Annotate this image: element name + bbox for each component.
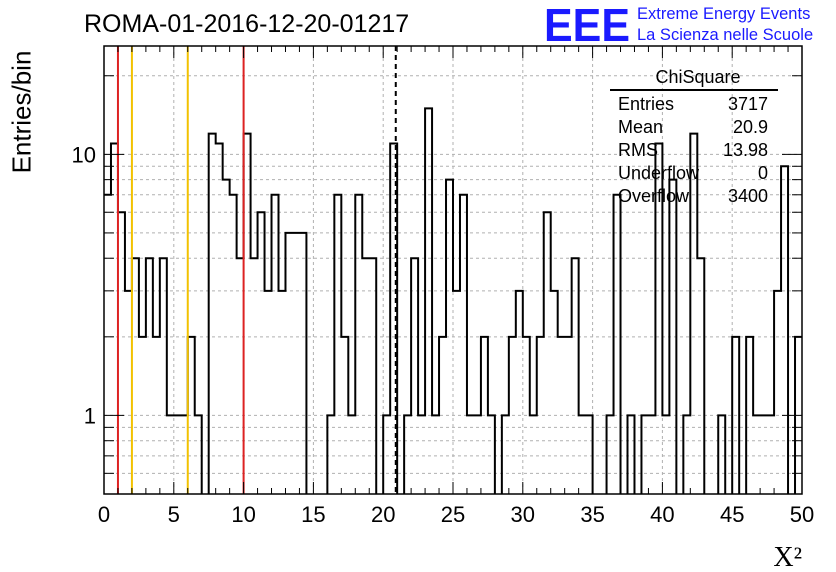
stats-label: Mean	[618, 117, 664, 137]
stats-label: Underflow	[618, 163, 700, 183]
axes: 0 5 10 15 20 25 30 35 40 45 50 1 10	[72, 45, 814, 527]
stats-value: 0	[757, 163, 768, 183]
y-tick-label: 1	[84, 403, 96, 428]
stats-label: Entries	[618, 94, 675, 114]
x-tick-label: 25	[441, 502, 465, 527]
x-tick-label: 0	[98, 502, 110, 527]
stats-row: RMS 13.98	[610, 139, 778, 162]
x-tick-label: 20	[371, 502, 395, 527]
x-tick-label: 10	[231, 502, 255, 527]
stats-row: Entries 3717	[610, 93, 778, 116]
stats-title: ChiSquare	[655, 67, 741, 87]
logo-caption: Extreme Energy Events La Scienza nelle S…	[637, 4, 813, 46]
x-tick-label: 50	[790, 502, 814, 527]
stats-row: Underflow 0	[610, 162, 778, 185]
stats-box: ChiSquare Entries 3717 Mean 20.9 RMS 13.98 Und…	[610, 66, 778, 208]
logo-line-1: Extreme Energy Events	[637, 5, 811, 23]
stats-value: 13.98	[722, 140, 768, 160]
y-tick-label: 10	[72, 142, 96, 167]
eee-logo: EEE	[544, 2, 630, 46]
x-tick-label: 40	[650, 502, 674, 527]
x-tick-label: 5	[168, 502, 180, 527]
run-title: ROMA-01-2016-12-20-01217	[84, 10, 410, 38]
stats-row: Mean 20.9	[610, 116, 778, 139]
stats-row: Overflow 3400	[610, 185, 778, 208]
stats-label: Overflow	[618, 186, 690, 206]
histogram-step	[104, 107, 802, 494]
stats-value: 20.9	[732, 117, 768, 137]
x-axis-label: X²	[773, 542, 802, 572]
stats-value: 3400	[727, 186, 768, 206]
x-tick-label: 35	[580, 502, 604, 527]
x-tick-label: 15	[301, 502, 325, 527]
svg-text:EEE: EEE	[544, 2, 630, 46]
x-tick-label: 45	[720, 502, 744, 527]
x-tick-label: 30	[511, 502, 535, 527]
logo-line-2: La Scienza nelle Scuole	[637, 26, 814, 44]
stats-divider	[610, 89, 778, 91]
stats-value: 3717	[727, 94, 768, 114]
stats-label: RMS	[618, 140, 658, 160]
threshold-lines	[116, 46, 397, 494]
y-axis-label: Entries/bin	[6, 50, 37, 174]
histogram-outline	[104, 107, 802, 494]
